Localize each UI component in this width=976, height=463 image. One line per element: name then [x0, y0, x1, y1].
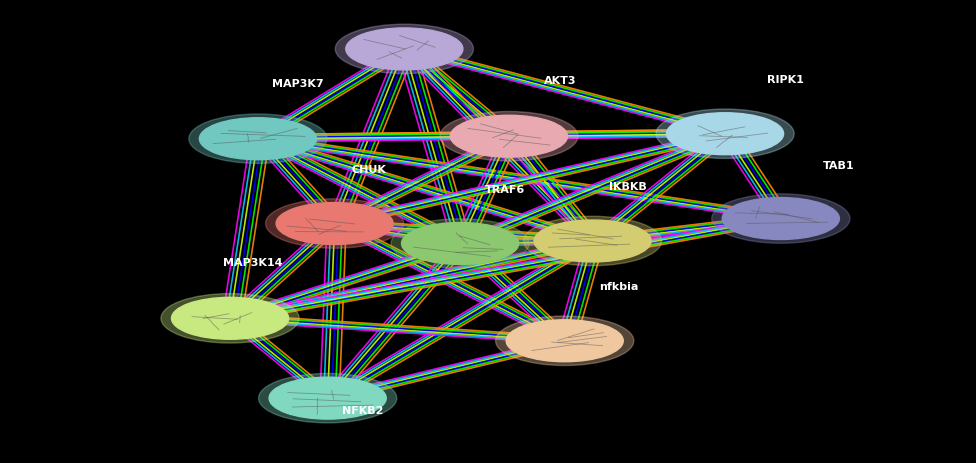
Circle shape — [496, 316, 633, 366]
Circle shape — [712, 194, 850, 244]
Text: TRAF6: TRAF6 — [485, 184, 525, 194]
Text: RIPK1: RIPK1 — [767, 75, 803, 85]
Circle shape — [269, 377, 386, 419]
Circle shape — [161, 294, 300, 343]
Circle shape — [534, 220, 651, 263]
Text: nfkbia: nfkbia — [599, 281, 639, 291]
Circle shape — [401, 223, 518, 265]
Circle shape — [172, 298, 289, 339]
Text: NFKB2: NFKB2 — [342, 405, 383, 415]
Text: IKBKB: IKBKB — [609, 181, 647, 192]
Circle shape — [259, 374, 397, 423]
Circle shape — [276, 203, 393, 245]
Circle shape — [199, 119, 316, 160]
Circle shape — [667, 113, 784, 155]
Circle shape — [450, 116, 567, 158]
Circle shape — [391, 219, 529, 269]
Circle shape — [722, 198, 839, 240]
Text: MAP3K14: MAP3K14 — [224, 258, 283, 268]
Text: AKT3: AKT3 — [544, 76, 576, 86]
Circle shape — [440, 112, 578, 162]
Circle shape — [188, 115, 327, 164]
Circle shape — [265, 200, 404, 249]
Circle shape — [335, 25, 473, 75]
Circle shape — [346, 29, 463, 71]
Text: CHUK: CHUK — [351, 164, 386, 174]
Text: TAB1: TAB1 — [823, 160, 854, 170]
Text: MAP3K7: MAP3K7 — [272, 79, 323, 88]
Circle shape — [507, 320, 624, 362]
Circle shape — [523, 217, 662, 266]
Circle shape — [656, 110, 794, 159]
